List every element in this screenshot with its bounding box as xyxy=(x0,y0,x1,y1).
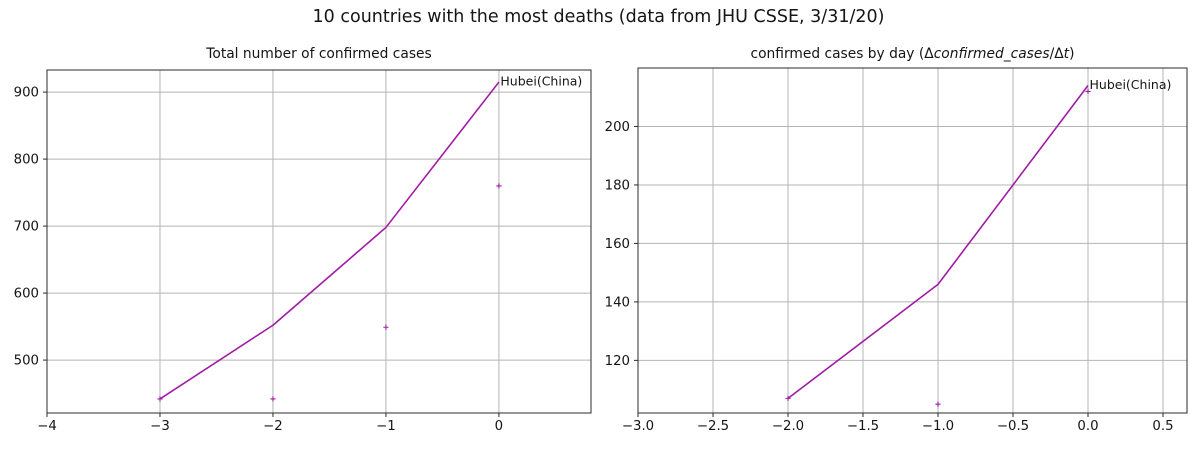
figure-suptitle: 10 countries with the most deaths (data … xyxy=(312,7,885,27)
x-tick-label: −0.5 xyxy=(997,419,1029,434)
x-tick-label: 0.0 xyxy=(1077,419,1098,434)
y-tick-label: 900 xyxy=(14,86,39,101)
data-marker-plus xyxy=(935,401,941,407)
x-tick-label: 0.5 xyxy=(1152,419,1173,434)
x-tick-label: −2.5 xyxy=(697,419,729,434)
data-marker-plus xyxy=(383,324,389,330)
y-tick-label: 140 xyxy=(605,295,630,310)
data-marker-plus xyxy=(496,183,502,189)
y-tick-label: 700 xyxy=(14,220,39,235)
x-tick-label: −1 xyxy=(376,419,396,434)
data-marker-plus xyxy=(785,395,791,401)
plot-area xyxy=(637,67,1188,414)
y-tick-label: 120 xyxy=(605,354,630,369)
x-tick-label: 0 xyxy=(495,419,503,434)
series-line xyxy=(159,81,500,400)
x-tick-label: −1.5 xyxy=(847,419,879,434)
series-end-label: Hubei(China) xyxy=(1090,77,1172,92)
x-tick-label: −1.0 xyxy=(922,419,954,434)
y-tick-label: 500 xyxy=(14,354,39,369)
series-end-label: Hubei(China) xyxy=(500,74,582,89)
y-tick-label: 600 xyxy=(14,287,39,302)
axes-title: Total number of confirmed cases xyxy=(205,46,431,62)
y-tick-label: 180 xyxy=(605,178,630,193)
x-tick-label: −2 xyxy=(263,419,283,434)
x-tick-label: −3.0 xyxy=(622,419,654,434)
data-marker-plus xyxy=(157,396,163,402)
y-tick-label: 160 xyxy=(605,237,630,252)
data-marker-plus xyxy=(270,396,276,402)
axes-title: confirmed cases by day (Δconfirmed_cases… xyxy=(751,46,1075,62)
x-tick-label: −4 xyxy=(37,419,57,434)
data-marker-plus xyxy=(1085,88,1091,94)
y-tick-label: 800 xyxy=(14,153,39,168)
plot-area xyxy=(46,69,592,414)
x-tick-label: −2.0 xyxy=(772,419,804,434)
series-line xyxy=(787,85,1089,400)
x-tick-label: −3 xyxy=(150,419,170,434)
y-tick-label: 200 xyxy=(605,120,630,135)
